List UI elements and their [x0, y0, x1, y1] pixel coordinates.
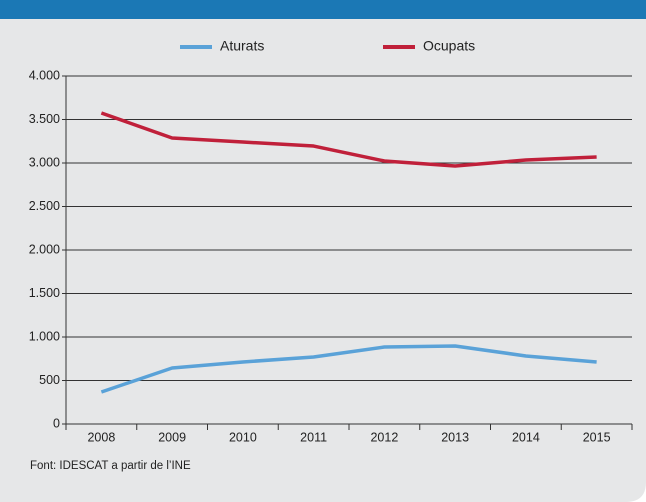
y-tick-label: 2.500 [29, 199, 60, 213]
y-tick-label: 3.000 [29, 155, 60, 169]
y-tick-label: 1.500 [29, 286, 60, 300]
source: Font: IDESCAT a partir de l’INE [30, 460, 191, 472]
legend-label: Ocupats [423, 38, 475, 54]
x-tick-label: 2014 [512, 430, 540, 444]
x-tick-label: 2015 [583, 430, 611, 444]
y-tick-label: 4.000 [29, 68, 60, 82]
line-series [100, 111, 597, 168]
header-band [0, 0, 646, 19]
x-tick-label: 2012 [370, 430, 398, 444]
x-tick-label: 2009 [158, 430, 186, 444]
y-tick-label: 1.000 [29, 329, 60, 343]
y-tick-label: 0 [53, 416, 60, 430]
x-tick-label: 2011 [300, 430, 327, 444]
x-tick-label: 2010 [229, 430, 257, 444]
legend-label: Aturats [220, 38, 264, 54]
line-series [100, 344, 597, 394]
y-tick-label: 3.500 [29, 112, 60, 126]
y-tick-label: 2.000 [29, 242, 60, 256]
x-tick-label: 2008 [87, 430, 115, 444]
x-tick-label: 2013 [441, 430, 469, 444]
y-tick-label: 500 [39, 373, 60, 387]
